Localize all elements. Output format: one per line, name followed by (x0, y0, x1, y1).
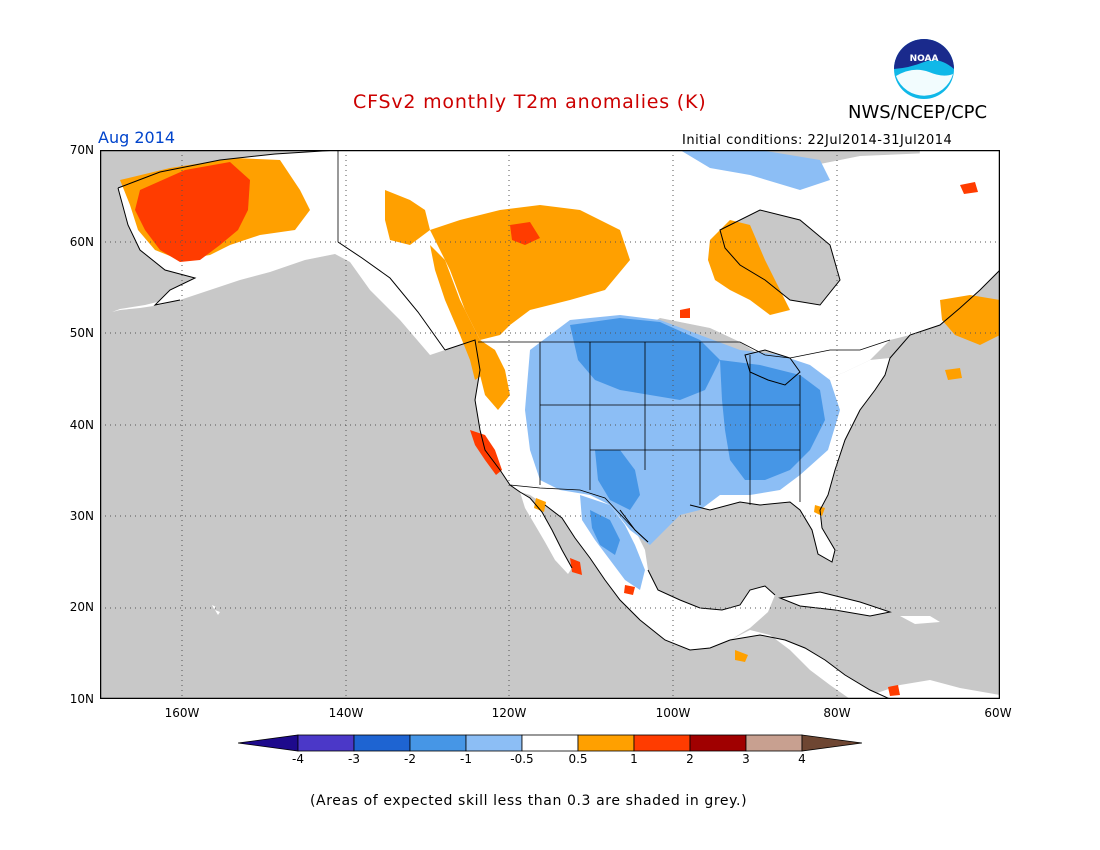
hot-sa-spot (888, 685, 900, 696)
map-title: CFSv2 monthly T2m anomalies (K) (353, 91, 707, 113)
lon-label-120w: 120W (491, 706, 527, 720)
colorbar-label-m3: -3 (348, 752, 360, 766)
borders (337, 150, 891, 543)
coastlines (117, 150, 1000, 699)
agency-label: NWS/NCEP/CPC (848, 102, 988, 123)
warm-florida-spot (814, 505, 825, 516)
colorbar-swatch-above-4 (801, 734, 862, 752)
land-hispaniola (900, 616, 940, 624)
coast-central-america (729, 634, 891, 699)
colorbar-label-m2: -2 (404, 752, 416, 766)
colorbar-swatch-1-2 (633, 734, 691, 752)
skill-footnote: (Areas of expected skill less than 0.3 a… (310, 793, 748, 809)
lon-label-140w: 140W (328, 706, 364, 720)
hot-california (470, 430, 502, 475)
coast-east (819, 269, 1000, 511)
lat-label-60n: 60N (69, 235, 94, 249)
initial-conditions-label: Initial conditions: 22Jul2014-31Jul2014 (682, 133, 953, 148)
colorbar-label-4: 4 (798, 752, 806, 766)
hot-anomaly-group (135, 162, 978, 696)
cold-southwest (595, 450, 640, 510)
colorbar-label-m4: -4 (292, 752, 304, 766)
warm-central-am (735, 650, 748, 662)
colorbar-swatch-2-3 (689, 734, 747, 752)
coast-hudson (719, 209, 841, 306)
land-central-america (730, 630, 890, 699)
month-label: Aug 2014 (98, 128, 176, 147)
hot-greenland-spot (960, 182, 978, 194)
colorbar-swatch-3-4 (745, 734, 803, 752)
colorbar-label-3: 3 (742, 752, 750, 766)
colorbar-label-m1: -1 (460, 752, 472, 766)
warm-quebec (708, 220, 790, 315)
colorbar-label-05: 0.5 (568, 752, 588, 766)
cold-mexico-core (590, 510, 620, 555)
lat-label-40n: 40N (69, 418, 94, 432)
border-state-lines (539, 342, 801, 505)
warm-west-coast (475, 340, 510, 410)
hot-lake-spot (680, 308, 690, 318)
colorbar-swatch-m1-m05 (465, 734, 523, 752)
warm-baja (534, 498, 546, 512)
border-us-canada (478, 339, 891, 359)
lat-label-50n: 50N (69, 326, 94, 340)
lon-label-80w: 80W (823, 706, 851, 720)
colorbar-label-m05: -0.5 (510, 752, 534, 766)
land-greenland (918, 150, 1000, 265)
colorbar-label-2: 2 (686, 752, 694, 766)
lat-label-30n: 30N (69, 509, 94, 523)
colorbar-swatch-m3-m2 (353, 734, 411, 752)
warm-anomaly-group (120, 158, 1000, 662)
lon-label-160w: 160W (164, 706, 200, 720)
lon-label-60w: 60W (984, 706, 1012, 720)
lat-label-70n: 70N (69, 143, 94, 157)
border-us-mexico (509, 484, 649, 543)
noaa-logo-text: NOAA (910, 54, 939, 64)
coast-great-lakes (744, 349, 801, 386)
hot-alaska (135, 162, 250, 262)
coast-cuba (778, 591, 892, 617)
land-cuba (780, 592, 890, 616)
lat-label-20n: 20N (69, 600, 94, 614)
coast-mexico-pacific (544, 504, 731, 651)
colorbar-label-1: 1 (630, 752, 638, 766)
colorbar-swatch-m05-05 (521, 734, 579, 752)
grid-lines (100, 150, 1000, 699)
colorbar-swatch-m4-m3 (297, 734, 355, 752)
colorbar-swatch-below-4 (238, 734, 299, 752)
cool-arctic (680, 150, 830, 190)
colorbar-swatch-05-1 (577, 734, 635, 752)
coast-alaska (117, 150, 446, 351)
anomaly-map (100, 150, 1000, 699)
warm-central-canada (430, 205, 630, 340)
warm-nova-scotia (945, 368, 962, 380)
lon-label-100w: 100W (655, 706, 691, 720)
hot-baja-tip (570, 558, 582, 575)
map-border (100, 150, 1000, 699)
land-hawaii (212, 605, 220, 615)
noaa-logo: NOAA (894, 39, 954, 99)
warm-yukon (385, 190, 430, 245)
lat-label-10n: 10N (69, 692, 94, 706)
hot-mexico-spot (624, 585, 635, 595)
colorbar-swatch-m2-m1 (409, 734, 467, 752)
colorbar (238, 734, 862, 752)
land-baja (520, 492, 572, 574)
coast-west (444, 339, 573, 569)
hot-canada-spot (510, 222, 540, 245)
